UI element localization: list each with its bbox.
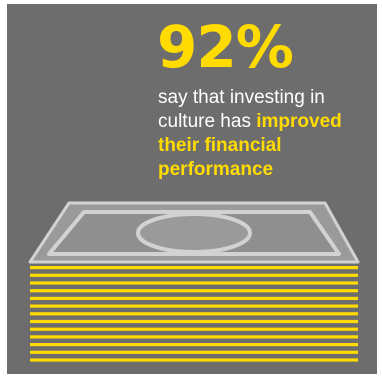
bill-edge [30,319,358,324]
bill-edge [30,266,358,270]
money-stack-icon [28,201,360,362]
bill-edge [30,289,358,293]
bill-edge [30,304,358,308]
bill-edge [30,273,358,277]
bill-edge [30,343,358,347]
bill-edge [30,312,358,316]
caption-highlight-text: improved their financial performance [158,111,342,180]
infographic-panel: 92% say that investing in culture has im… [7,4,377,374]
bill-portrait-oval [136,212,252,254]
bill-edge [30,296,358,300]
bill-edge [30,335,358,339]
bill-edge [30,281,358,285]
bill-edge [30,327,358,331]
bill-edge [30,358,358,362]
bill-edge [30,350,358,354]
caption-plain-text: say that investing in culture has [158,87,325,132]
stat-caption: say that investing in culture has improv… [158,86,377,182]
stat-value: 92% [157,13,294,81]
bill-stack-edges [30,266,358,362]
top-bill [28,201,360,264]
